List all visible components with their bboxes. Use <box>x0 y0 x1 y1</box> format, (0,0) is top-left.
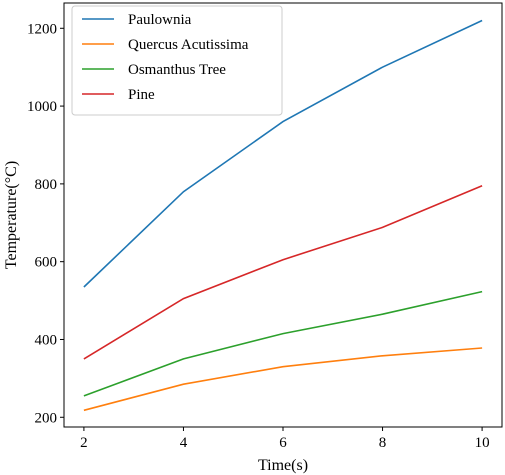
y-axis-ticks: 200 400 600 800 1000 1200 <box>27 21 64 426</box>
legend: Paulownia Quercus Acutissima Osmanthus Tre… <box>71 5 283 116</box>
y-tick-label: 200 <box>35 410 58 426</box>
x-tick-label: 2 <box>80 435 88 451</box>
y-tick-label: 600 <box>35 255 58 271</box>
series-line-2 <box>83 347 483 412</box>
legend-label-3: Osmanthus Tree <box>128 62 226 78</box>
x-tick-label: 8 <box>379 435 387 451</box>
series-line-1 <box>83 19 483 288</box>
legend-label-4: Pine <box>128 87 155 103</box>
x-tick-label: 4 <box>180 435 188 451</box>
x-axis-label: Time(s) <box>258 457 308 474</box>
series-line-3 <box>83 290 483 397</box>
y-tick-label: 800 <box>35 177 58 193</box>
series-layer <box>83 19 483 412</box>
y-axis-label: Temperature(°C) <box>3 161 20 269</box>
x-axis-ticks: 2 4 6 8 10 <box>80 427 490 451</box>
legend-label-1: Paulownia <box>128 12 192 28</box>
series-line-4 <box>83 185 483 360</box>
y-tick-label: 400 <box>35 332 58 348</box>
y-tick-label: 1200 <box>27 21 57 37</box>
x-tick-label: 10 <box>475 435 490 451</box>
legend-box <box>71 5 283 116</box>
legend-label-2: Quercus Acutissima <box>128 37 249 53</box>
x-tick-label: 6 <box>279 435 287 451</box>
y-tick-label: 1000 <box>27 99 57 115</box>
